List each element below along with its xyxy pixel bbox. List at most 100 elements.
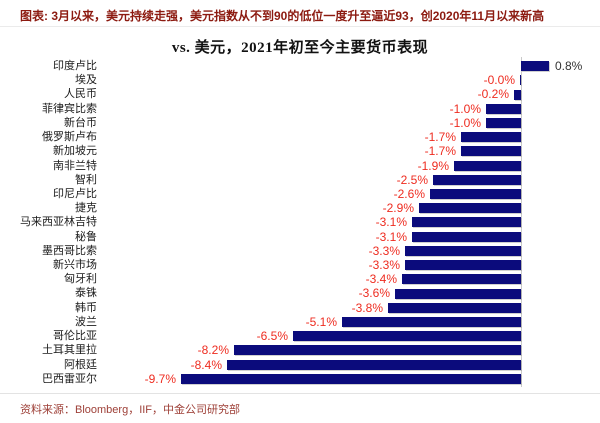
bar xyxy=(433,174,521,185)
value-label: 0.8% xyxy=(555,59,583,73)
bar xyxy=(234,345,521,356)
value-label: -3.1% xyxy=(375,229,407,244)
category-label: 新加坡元 xyxy=(53,145,97,158)
value-label: -8.2% xyxy=(197,343,229,358)
value-label: -5.1% xyxy=(305,314,337,329)
bar xyxy=(402,274,521,285)
chart-title: vs. 美元，2021年初至今主要货币表现 xyxy=(171,40,429,56)
bar-row: 俄罗斯卢布 -1.7% xyxy=(0,130,600,144)
bar xyxy=(227,359,521,370)
bar xyxy=(412,217,521,228)
category-label: 新台币 xyxy=(64,116,97,129)
source-note: 资料来源：Bloomberg，IIF，中金公司研究部 xyxy=(20,404,241,416)
category-label: 阿根廷 xyxy=(64,358,97,371)
bar-row: 智利 -2.5% xyxy=(0,173,600,187)
category-label: 菲律宾比索 xyxy=(42,102,97,115)
value-label: -3.4% xyxy=(365,272,397,287)
bar xyxy=(461,132,521,143)
figure-caption: 图表: 3月以来，美元持续走强，美元指数从不到90的低位一度升至逼近93，创20… xyxy=(20,9,545,23)
category-label: 马来西亚林吉特 xyxy=(20,216,97,229)
bar-row: 马来西亚林吉特 -3.1% xyxy=(0,215,600,229)
category-label: 印度卢比 xyxy=(53,60,97,72)
value-label: -3.3% xyxy=(368,258,400,273)
category-label: 捷克 xyxy=(75,202,97,215)
value-label: -1.0% xyxy=(449,101,481,116)
value-label: -0.2% xyxy=(477,87,509,102)
bar-chart: 印度卢比 0.8% 埃及 -0.0% 人民币 -0.2% 菲律宾比索 -1.0% 新台币 -1.0… xyxy=(0,57,600,387)
category-label: 韩币 xyxy=(75,301,97,314)
bar-row: 哥伦比亚 -6.5% xyxy=(0,329,600,343)
category-label: 新兴市场 xyxy=(53,259,97,272)
value-label: -2.9% xyxy=(382,201,414,216)
bar-row: 新兴市场 -3.3% xyxy=(0,258,600,272)
value-label: -3.1% xyxy=(375,215,407,230)
category-label: 土耳其里拉 xyxy=(42,344,97,357)
bar-row: 印尼卢比 -2.6% xyxy=(0,187,600,201)
value-label: -1.7% xyxy=(424,144,456,159)
bar-row: 菲律宾比索 -1.0% xyxy=(0,102,600,116)
value-label: -1.9% xyxy=(417,158,449,173)
bar-row: 韩币 -3.8% xyxy=(0,301,600,315)
bar xyxy=(181,373,521,384)
bar-row: 泰铢 -3.6% xyxy=(0,286,600,300)
bar-row: 人民币 -0.2% xyxy=(0,87,600,101)
bar xyxy=(419,203,521,214)
value-label: -2.6% xyxy=(393,186,425,201)
bar xyxy=(461,146,521,157)
bar-row: 新台币 -1.0% xyxy=(0,116,600,130)
value-label: -3.3% xyxy=(368,243,400,258)
category-label: 巴西雷亚尔 xyxy=(42,372,97,385)
value-label: -3.6% xyxy=(358,286,390,301)
category-label: 智利 xyxy=(75,173,97,186)
category-label: 秘鲁 xyxy=(75,230,97,243)
bar-row: 新加坡元 -1.7% xyxy=(0,144,600,158)
value-label: -6.5% xyxy=(256,329,288,344)
value-label: -8.4% xyxy=(190,357,222,372)
bar xyxy=(520,75,521,86)
value-label: -3.8% xyxy=(351,300,383,315)
category-label: 匈牙利 xyxy=(64,273,97,286)
bar-row: 印度卢比 0.8% xyxy=(0,59,600,73)
value-label: -2.5% xyxy=(396,172,428,187)
bar xyxy=(395,288,521,299)
bar-row: 埃及 -0.0% xyxy=(0,73,600,87)
category-label: 哥伦比亚 xyxy=(53,330,97,343)
bar xyxy=(430,189,521,200)
category-label: 墨西哥比索 xyxy=(42,244,97,257)
bar xyxy=(405,260,521,271)
bar-row: 阿根廷 -8.4% xyxy=(0,358,600,372)
header-divider xyxy=(0,26,600,27)
bar xyxy=(405,245,521,256)
bar xyxy=(454,160,521,171)
zero-axis-line xyxy=(521,57,522,387)
bar-row: 南非兰特 -1.9% xyxy=(0,159,600,173)
bar-row: 墨西哥比索 -3.3% xyxy=(0,244,600,258)
footer-divider xyxy=(0,393,600,394)
category-label: 泰铢 xyxy=(75,287,97,300)
bar xyxy=(521,61,549,72)
category-label: 波兰 xyxy=(75,315,97,328)
bar-row: 巴西雷亚尔 -9.7% xyxy=(0,372,600,386)
value-label: -1.7% xyxy=(424,130,456,145)
bar xyxy=(412,231,521,242)
bar-row: 土耳其里拉 -8.2% xyxy=(0,343,600,357)
bar xyxy=(388,302,521,313)
bar-row: 捷克 -2.9% xyxy=(0,201,600,215)
value-label: -9.7% xyxy=(144,371,176,386)
bar xyxy=(486,117,521,128)
bar xyxy=(293,331,521,342)
bar xyxy=(486,103,521,114)
bar-row: 波兰 -5.1% xyxy=(0,315,600,329)
bar xyxy=(342,317,521,327)
category-label: 南非兰特 xyxy=(53,159,97,172)
category-label: 印尼卢比 xyxy=(53,187,97,200)
category-label: 俄罗斯卢布 xyxy=(42,131,97,144)
value-label: -0.0% xyxy=(483,73,515,88)
bar xyxy=(514,89,521,100)
bar-row: 匈牙利 -3.4% xyxy=(0,272,600,286)
category-label: 埃及 xyxy=(75,74,97,87)
category-label: 人民币 xyxy=(64,88,97,101)
value-label: -1.0% xyxy=(449,115,481,130)
bar-row: 秘鲁 -3.1% xyxy=(0,230,600,244)
